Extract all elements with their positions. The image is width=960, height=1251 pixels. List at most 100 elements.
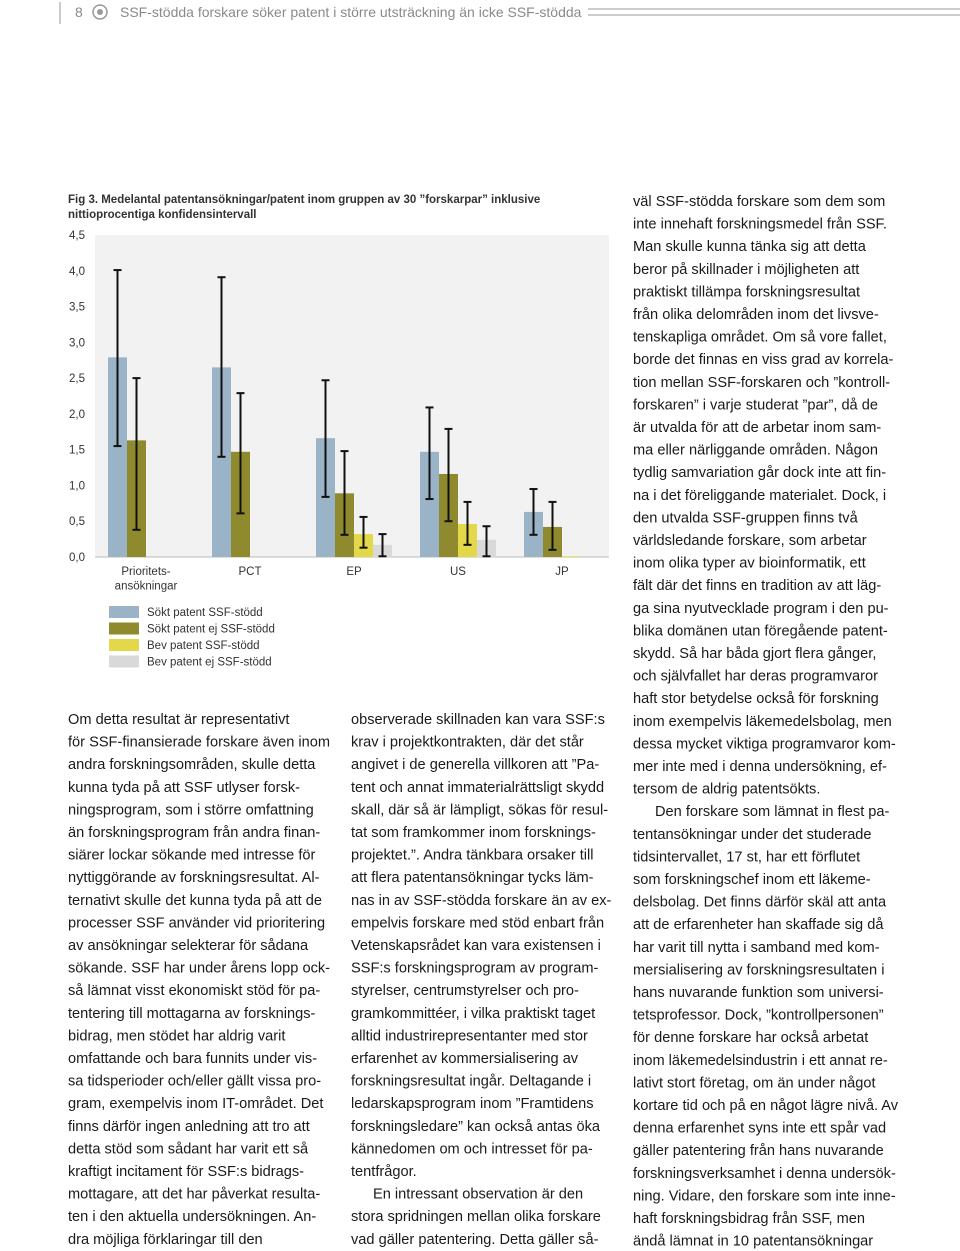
body-line: tion mellan SSF-forskaren och ”kontroll- (633, 375, 890, 391)
body-line: gäller patentering från hans nuvarande (633, 1143, 884, 1159)
page-number: 8 (75, 4, 83, 20)
body-line: borde det finnas en viss grad av korrela… (633, 352, 894, 368)
body-line: tentering till mottagarna av forsknings- (68, 1006, 316, 1022)
body-line: dessa mycket viktiga programvaror kom- (633, 736, 896, 752)
body-line: den utvalda SSF-gruppen finns två (633, 510, 859, 526)
body-line: forskningsverksamhet i denna undersök- (633, 1166, 896, 1182)
body-line: andra forskningsområden, skulle detta (68, 757, 316, 773)
body-line: att flera patentansökningar tycks läm- (351, 870, 594, 886)
body-line: haft stor betydelse också för forskning (633, 691, 879, 707)
body-line: har varit till nytta i samband med kom- (633, 940, 880, 956)
body-line: för denne forskare har också arbetat (633, 1030, 868, 1046)
bar (108, 357, 127, 557)
body-line: tentfrågor. (351, 1164, 417, 1180)
body-line: processer SSF använder vid prioritering (68, 915, 325, 931)
body-line: ändå lämnat in 10 patentansökningar (633, 1234, 873, 1250)
legend-label: Bev patent ej SSF-stödd (147, 657, 272, 669)
error-bar (340, 450, 349, 536)
body-line: sökande. SSF har under årens lopp ock- (68, 961, 330, 977)
error-bar (113, 269, 122, 448)
error-bar (321, 379, 330, 498)
body-line: inom olika typer av bioinformatik, ett (633, 556, 866, 572)
body-line: kraftigt incitament för SSF:s bidrags- (68, 1164, 304, 1180)
error-bar (359, 515, 368, 549)
body-line: finns därför ingen anledning att tro att (68, 1119, 310, 1135)
body-line: forskaren” i varje studerat ”par”, då de (633, 397, 878, 413)
body-line: tersom de aldrig patentsökts. (633, 782, 820, 798)
legend-label: Sökt patent ej SSF-stödd (147, 624, 275, 636)
body-line: beror på skillnader i möjligheten att (633, 262, 859, 278)
body-line: ning. Vidare, den forskare som inte inne… (633, 1188, 896, 1204)
body-line: från olika delområden inom det livsve- (633, 307, 879, 323)
body-line: blika domänen utan föregående patent- (633, 623, 888, 639)
body-line: att de erfarenheter han skaffade sig då (633, 917, 884, 933)
error-bar (529, 488, 538, 536)
legend-label: Sökt patent SSF-stödd (147, 607, 263, 619)
body-line: sa tidsperioder och/eller gällt vissa pr… (68, 1074, 321, 1090)
y-tick-label: 1,0 (69, 480, 85, 492)
body-line: Man skulle kunna tänka sig att detta (633, 239, 867, 255)
y-tick-label: 3,5 (69, 302, 85, 314)
body-line: gram, exempelvis inom IT-området. Det (68, 1096, 323, 1112)
body-line: och självfallet har deras programvaror (633, 669, 878, 685)
body-line: mottagare, att det har påverkat resulta- (68, 1187, 320, 1203)
body-line: Den forskare som lämnat in flest pa- (655, 804, 890, 820)
body-line: Vetenskapsrådet kan vara existensen i (351, 938, 601, 954)
legend-swatch (109, 655, 139, 668)
body-line: skall, där så är lämpligt, sökas för res… (351, 802, 608, 818)
body-line: vad gäller patentering. Detta gäller så- (351, 1232, 599, 1248)
body-line: tent och annat immaterialrättsligt skydd (351, 780, 604, 796)
body-line: empelvis forskare med stöd enbart från (351, 915, 604, 931)
legend-swatch (109, 606, 139, 618)
body-line: forskningsresultat ingår. Deltagande i (351, 1074, 591, 1090)
error-bar (548, 500, 557, 551)
y-tick-label: 4,5 (69, 230, 85, 242)
body-line: tydlig samvariation går dock inte att fi… (633, 465, 886, 481)
body-line: är utvalda för att de arbetar inom sam- (633, 420, 881, 436)
body-line: erfarenhet av kommersialisering av (351, 1051, 579, 1067)
figure-title: Fig 3. Medelantal patentansökningar/pate… (68, 194, 540, 206)
body-line: krav i projektkontrakten, där det står (351, 735, 584, 751)
legend-label: Bev patent SSF-stödd (147, 640, 260, 652)
bar (212, 367, 231, 557)
x-tick-label: JP (555, 566, 569, 578)
y-tick-label: 2,0 (69, 409, 85, 421)
body-line: En intressant observation är den (373, 1187, 583, 1203)
y-tick-label: 3,0 (69, 337, 85, 349)
body-line: tenskapliga området. Om så vore fallet, (633, 330, 887, 346)
error-bar (378, 533, 387, 558)
x-tick-label: US (450, 566, 466, 578)
body-line: nyttiggörande av forskningsresultat. Al- (68, 870, 320, 886)
error-bar (236, 392, 245, 515)
body-line: praktiskt tillämpa forskningsresultat (633, 284, 860, 300)
body-line: denna erfarenhet syns inte ett spår vad (633, 1121, 886, 1137)
body-line: siärer lockar sökande med intresse för (68, 848, 316, 864)
body-line: mer inte med i denna undersökning, ef- (633, 759, 887, 775)
body-line: för SSF-finansierade forskare även inom (68, 735, 330, 751)
bar (562, 556, 581, 557)
body-line: angivet i de generella villkoren att ”Pa… (351, 757, 599, 773)
body-line: stora spridningen mellan olika forskare (351, 1209, 601, 1225)
y-tick-label: 2,5 (69, 373, 85, 385)
header-title: SSF-stödda forskare söker patent i störr… (120, 4, 582, 20)
body-line: kunna tyda på att SSF utlyser forsk- (68, 780, 300, 796)
body-line: mersialisering av forskningsresultaten i (633, 962, 884, 978)
x-tick-label: PCT (239, 566, 262, 578)
body-line: SSF:s forskningsprogram av program- (351, 961, 599, 977)
body-line: kännedomen om och intresset för pa- (351, 1141, 593, 1157)
body-line: hans nuvarande funktion som universi- (633, 985, 884, 1001)
body-line: ningsprogram, som i större omfattning (68, 802, 314, 818)
body-line: styrelser, centrumstyrelser och pro- (351, 983, 579, 999)
body-line: na i det föreliggande materialet. Dock, … (633, 488, 886, 504)
body-line: som forskningschef inom ett läkeme- (633, 872, 871, 888)
body-line: än forskningsprogram från andra finan- (68, 825, 320, 841)
legend-swatch (109, 622, 139, 635)
y-tick-label: 0,0 (69, 552, 85, 564)
body-line: skydd. Så har båda gjort flera gånger, (633, 646, 876, 662)
error-bar (132, 377, 141, 531)
error-bar (425, 406, 434, 501)
body-line: väl SSF-stödda forskare som dem som (633, 194, 885, 210)
body-line: delsbolag. Det finns därför skäl att ant… (633, 895, 887, 911)
y-tick-label: 0,5 (69, 516, 85, 528)
body-line: observerade skillnaden kan vara SSF:s (351, 712, 605, 728)
